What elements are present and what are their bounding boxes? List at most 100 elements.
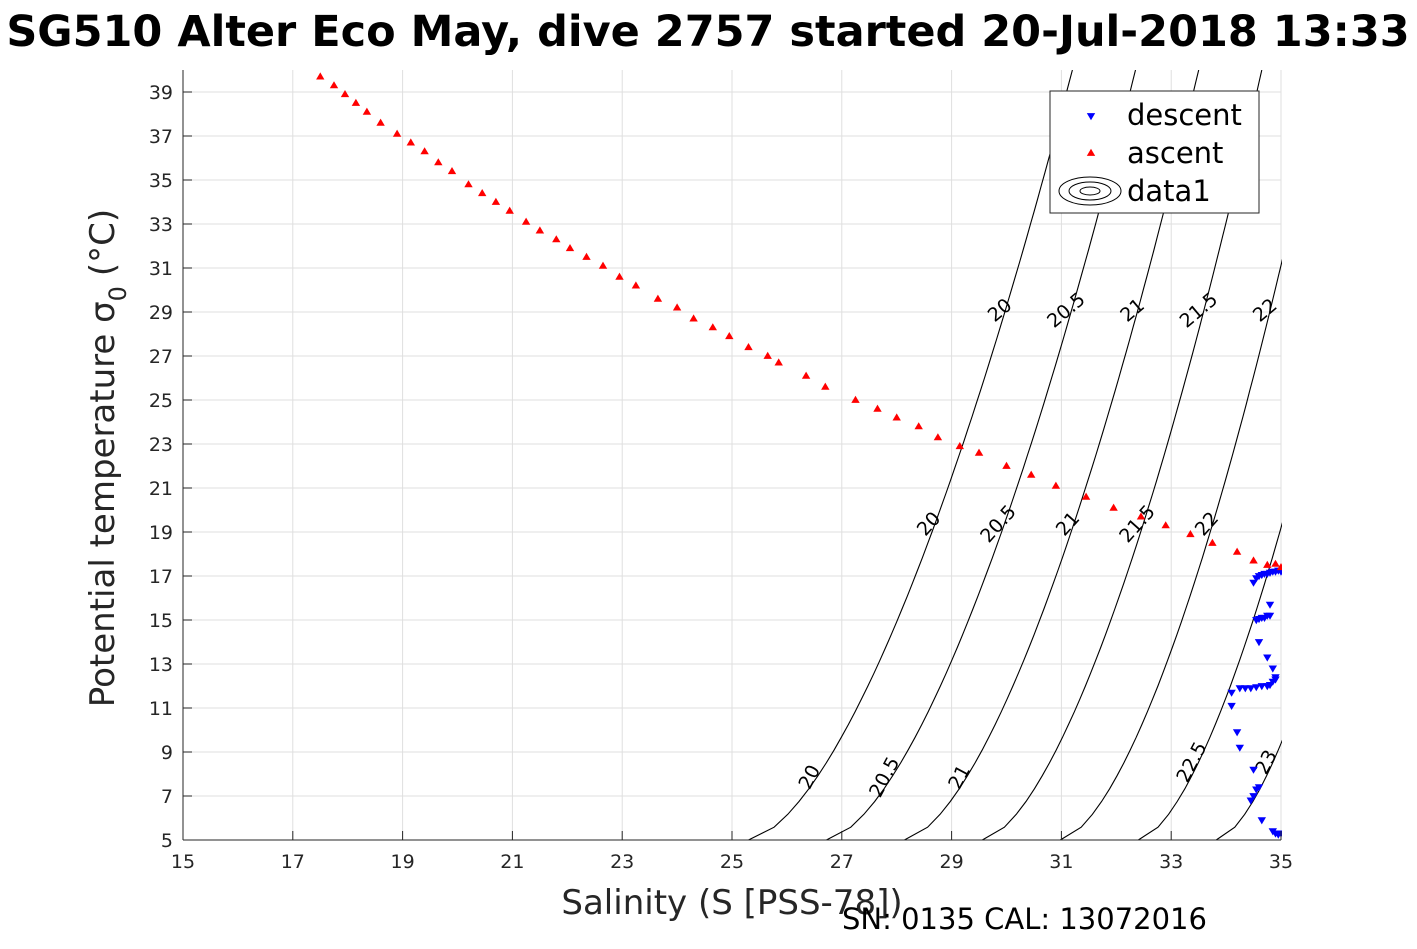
y-axis-label-sub: 0 <box>104 286 132 301</box>
contour-label: 21 <box>944 761 975 793</box>
ascent-marker <box>975 449 984 456</box>
ascent-marker <box>582 253 590 260</box>
y-tick-label: 39 <box>149 82 173 104</box>
ascent-marker <box>341 90 349 97</box>
x-tick-label: 27 <box>830 851 854 873</box>
y-tick-label: 23 <box>149 434 173 456</box>
ascent-marker <box>1002 462 1010 469</box>
y-tick-label: 25 <box>149 390 173 412</box>
descent-marker <box>1227 690 1235 697</box>
y-tick-label: 21 <box>149 478 173 500</box>
contour-label: 21.5 <box>1176 288 1223 332</box>
footer-text: SN: 0135 CAL: 13072016 <box>842 902 1207 936</box>
ascent-marker <box>330 81 338 88</box>
legend-label-contour: data1 <box>1127 174 1211 208</box>
ascent-marker <box>1162 521 1170 528</box>
ascent-marker <box>709 323 717 330</box>
contour-line <box>1372 70 1417 840</box>
ascent-marker <box>744 343 752 350</box>
descent-marker <box>1266 602 1274 609</box>
y-tick-label: 19 <box>149 522 173 544</box>
ascent-marker <box>1271 560 1279 567</box>
ascent-marker <box>1208 539 1216 546</box>
y-tick-label: 27 <box>149 346 173 368</box>
y-tick-label: 11 <box>149 698 173 720</box>
ascent-marker <box>915 422 923 429</box>
descent-marker <box>1233 729 1241 736</box>
ascent-marker <box>448 167 456 174</box>
y-tick-label: 33 <box>149 214 173 236</box>
ascent-marker <box>689 314 697 321</box>
ascent-marker <box>1109 504 1117 511</box>
contour-label: 22 <box>1249 294 1282 326</box>
x-tick-label: 15 <box>171 851 195 873</box>
contour-label: 20 <box>984 294 1017 326</box>
legend-label-descent: descent <box>1127 98 1242 132</box>
descent-marker <box>1263 655 1271 662</box>
contour-label: 21 <box>1116 294 1149 326</box>
ascent-marker <box>654 295 662 302</box>
ascent-marker <box>1186 530 1194 537</box>
ascent-marker <box>599 262 607 269</box>
contour-label: 20.5 <box>865 753 904 801</box>
ascent-marker <box>352 99 360 106</box>
ascent-marker <box>552 235 560 242</box>
ascent-marker <box>1249 556 1258 563</box>
ascent-marker <box>492 198 500 205</box>
y-tick-label: 17 <box>149 566 173 588</box>
contour-label: 20.5 <box>1043 288 1090 332</box>
contour-label: 21 <box>1052 508 1085 541</box>
ascent-marker <box>851 396 859 403</box>
ascent-marker <box>363 108 371 115</box>
x-tick-label: 33 <box>1159 851 1183 873</box>
y-tick-label: 29 <box>149 302 173 324</box>
contour-label: 23 <box>1251 746 1282 778</box>
ascent-marker <box>566 244 574 251</box>
ascent-marker <box>478 189 486 196</box>
ascent-marker <box>522 218 530 225</box>
y-tick-label: 5 <box>161 830 173 852</box>
contour-label: 22 <box>1191 508 1224 541</box>
x-tick-label: 31 <box>1049 851 1073 873</box>
legend: descent ascent data1 <box>1050 91 1259 213</box>
ascent-marker <box>1052 482 1060 489</box>
descent-marker <box>1269 666 1277 673</box>
contour-label: 21.5 <box>1115 501 1160 547</box>
ascent-marker <box>434 158 442 165</box>
ascent-marker <box>764 352 772 359</box>
y-tick-label: 31 <box>149 258 173 280</box>
ascent-marker <box>934 433 942 440</box>
ascent-marker <box>673 303 681 310</box>
descent-marker <box>1236 745 1244 752</box>
y-axis-label: Potential temperature σ0 (°C) <box>83 209 132 707</box>
contour-line <box>1294 70 1417 840</box>
chart-title: SG510 Alter Eco May, dive 2757 started 2… <box>6 7 1409 57</box>
ascent-marker <box>1027 471 1035 478</box>
contour-label: 20 <box>794 761 825 793</box>
descent-marker <box>1255 639 1263 646</box>
ascent-marker <box>376 119 384 126</box>
y-tick-label: 7 <box>161 786 173 808</box>
y-axis-label-main: Potential temperature σ <box>83 301 123 707</box>
y-tick-label: 15 <box>149 610 173 632</box>
ascent-marker <box>1233 548 1241 555</box>
y-tick-label: 35 <box>149 170 173 192</box>
x-tick-label: 25 <box>720 851 744 873</box>
ascent-marker <box>316 72 324 79</box>
y-axis-label-unit: (°C) <box>83 209 123 276</box>
x-tick-label: 21 <box>500 851 524 873</box>
ascent-marker <box>536 226 545 233</box>
contour-label: 20 <box>913 508 946 541</box>
x-tick-label: 17 <box>281 851 305 873</box>
y-tick-label: 13 <box>149 654 173 676</box>
descent-marker <box>1227 703 1235 710</box>
ascent-marker <box>821 383 829 390</box>
contour-label: 22.5 <box>1172 738 1211 786</box>
ascent-marker <box>464 180 472 187</box>
ascent-marker <box>393 130 401 137</box>
ascent-marker <box>802 372 810 379</box>
ascent-marker <box>632 281 640 288</box>
ascent-marker <box>407 138 415 145</box>
